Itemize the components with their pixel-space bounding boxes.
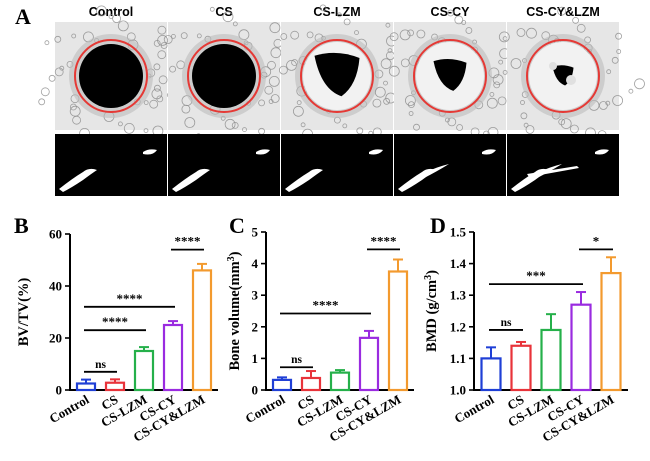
significance-label: ns [501,317,512,329]
x-tick-label-CS: CS [295,392,317,413]
significance-label: * [593,233,600,248]
micro-ct-title-3: CS-CY [430,5,470,19]
bar-CS [104,381,126,392]
significance-label: ns [291,354,302,366]
significance-label: **** [371,233,397,248]
significance-label: ns [95,359,106,371]
y-tick-label: 3 [252,288,259,303]
y-axis-label-main: BMD (g/cm [424,280,440,352]
panel-label-d: D [430,213,446,238]
bar-CS-CY [358,336,380,392]
micro-ct-title-2: CS-LZM [313,5,361,19]
y-tick-label: 4 [252,256,259,271]
significance-label: **** [102,314,128,329]
bar-CS-CY [570,303,592,392]
y-tick-label: 60 [49,227,62,242]
y-tick-label: 40 [49,279,62,294]
y-tick-label: 1.5 [450,225,467,240]
micro-ct-top-view-3 [374,9,530,139]
micro-ct-top-view-1 [149,6,302,139]
y-tick-label: 1.4 [450,256,467,271]
micro-ct-top-view-0 [38,5,185,147]
micro-ct-top-view-2 [264,4,418,142]
y-axis-label-end: ) [227,251,243,256]
micro-ct-cross-section-2 [281,134,393,196]
micro-ct-cross-section-3 [394,134,506,196]
micro-ct-title-0: Control [88,5,134,19]
micro-ct-top-view-4 [489,6,645,143]
y-tick-label: 0 [252,383,259,398]
y-tick-label: 5 [252,225,259,240]
y-axis-label-superscript: 3 [226,256,237,261]
panel-label-b: B [14,213,29,238]
x-tick-label-CS: CS [505,392,527,413]
bar-Control [480,357,502,392]
bar-Control [75,382,97,392]
micro-ct-cross-section-0 [55,134,167,196]
bar-CS-CY&LZM [191,269,213,392]
x-tick-label-Control: Control [243,391,288,426]
bar-CS-CY [162,323,184,392]
micro-ct-title-4: CS-CY&LZM [526,5,600,19]
bar-CS-LZM [133,349,155,392]
y-tick-label: 1.2 [450,319,466,334]
y-axis-label: Bone volume(mm3) [226,251,243,370]
bar-CS [510,344,532,392]
panel-label-c: C [229,213,245,238]
bar-CS-LZM [329,371,351,392]
panel-label-a: A [15,4,31,29]
y-tick-label: 2 [252,319,259,334]
bar-CS-CY&LZM [387,270,409,392]
y-tick-label: 1 [252,351,259,366]
micro-ct-cross-section-1 [168,134,280,196]
y-axis-label: BMD (g/cm3) [423,270,440,352]
y-tick-label: 20 [49,331,62,346]
y-axis-label-main: Bone volume(mm [227,261,243,370]
bar-Control [271,378,293,392]
bar-CS [300,376,322,392]
significance-label: **** [117,291,143,306]
significance-label: *** [526,268,546,283]
y-axis-label: BV/TV(%) [16,278,32,347]
y-tick-label: 0 [56,383,63,398]
significance-label: **** [313,298,339,313]
micro-ct-title-1: CS [215,5,233,19]
bar-CS-LZM [540,328,562,392]
x-tick-label-Control: Control [47,391,92,426]
bar-CS-CY&LZM [600,271,622,392]
y-axis-label-end: ) [424,270,440,275]
x-tick-label-CS: CS [99,392,121,413]
micro-ct-cross-section-4 [507,134,619,196]
y-tick-label: 1.3 [450,288,467,303]
y-tick-label: 1.0 [450,383,466,398]
significance-label: **** [175,234,201,249]
y-tick-label: 1.1 [450,351,466,366]
y-axis-label-superscript: 3 [423,275,434,280]
